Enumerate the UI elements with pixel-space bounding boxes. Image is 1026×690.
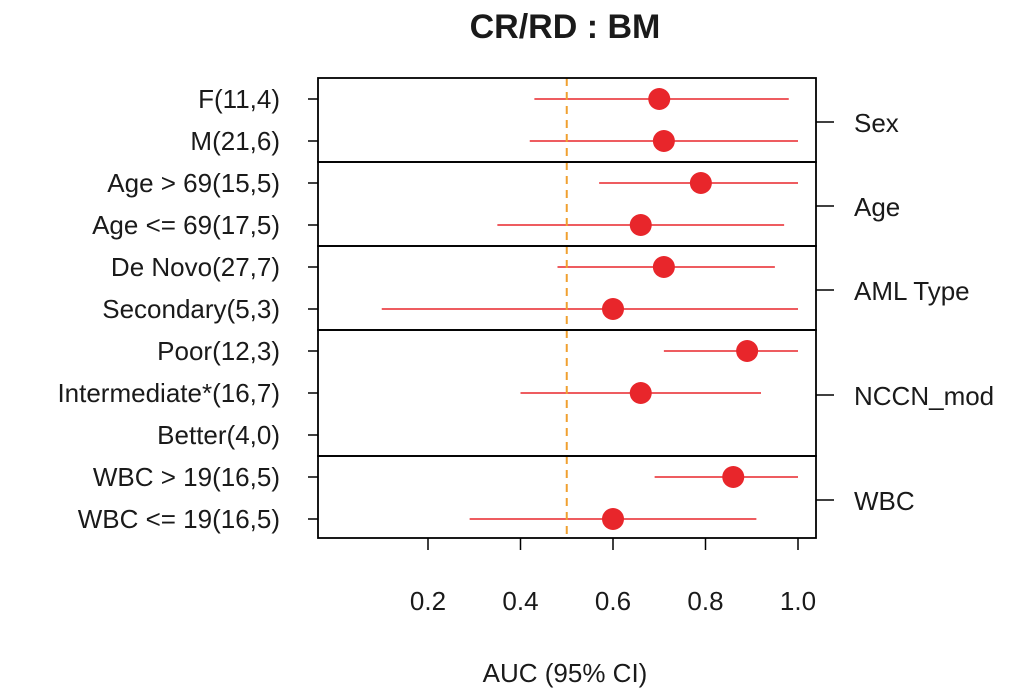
auc-point [648,88,671,110]
row-label: M(21,6) [190,126,280,156]
row-label: Better(4,0) [157,420,280,450]
auc-point [652,130,675,152]
row-label: WBC > 19(16,5) [93,462,280,492]
auc-point [652,256,675,278]
auc-point [722,466,745,488]
row-label: Age <= 69(17,5) [92,210,280,240]
auc-point [602,298,624,320]
group-label: WBC [854,486,915,516]
group-label: Sex [854,108,899,138]
x-axis-label: AUC (95% CI) [483,658,648,688]
group-label: NCCN_mod [854,381,994,411]
group-panel [317,455,817,539]
row-label: Secondary(5,3) [102,294,280,324]
chart-title: CR/RD : BM [470,8,661,46]
group-label: AML Type [854,276,970,306]
x-tick-label: 0.6 [595,586,631,616]
auc-point [629,382,652,404]
row-label: WBC <= 19(16,5) [78,504,280,534]
row-label: Poor(12,3) [157,336,280,366]
auc-point [689,172,712,194]
auc-point [629,214,652,236]
auc-point [602,508,624,530]
group-label: Age [854,192,900,222]
row-label: De Novo(27,7) [111,252,280,282]
x-axis: 0.2 0.4 0.6 0.8 1.0 [410,538,816,616]
x-tick-label: 0.8 [687,586,723,616]
auc-point [736,340,759,362]
x-tick-label: 1.0 [780,586,816,616]
plot-panels: F(11,4) M(21,6) Age > 69(15,5) Age <= 69(17… [57,77,994,539]
row-label: Age > 69(15,5) [107,168,280,198]
x-tick-label: 0.2 [410,586,446,616]
row-label: Intermediate*(16,7) [57,378,280,408]
row-label: F(11,4) [198,84,280,114]
x-tick-label: 0.4 [502,586,538,616]
